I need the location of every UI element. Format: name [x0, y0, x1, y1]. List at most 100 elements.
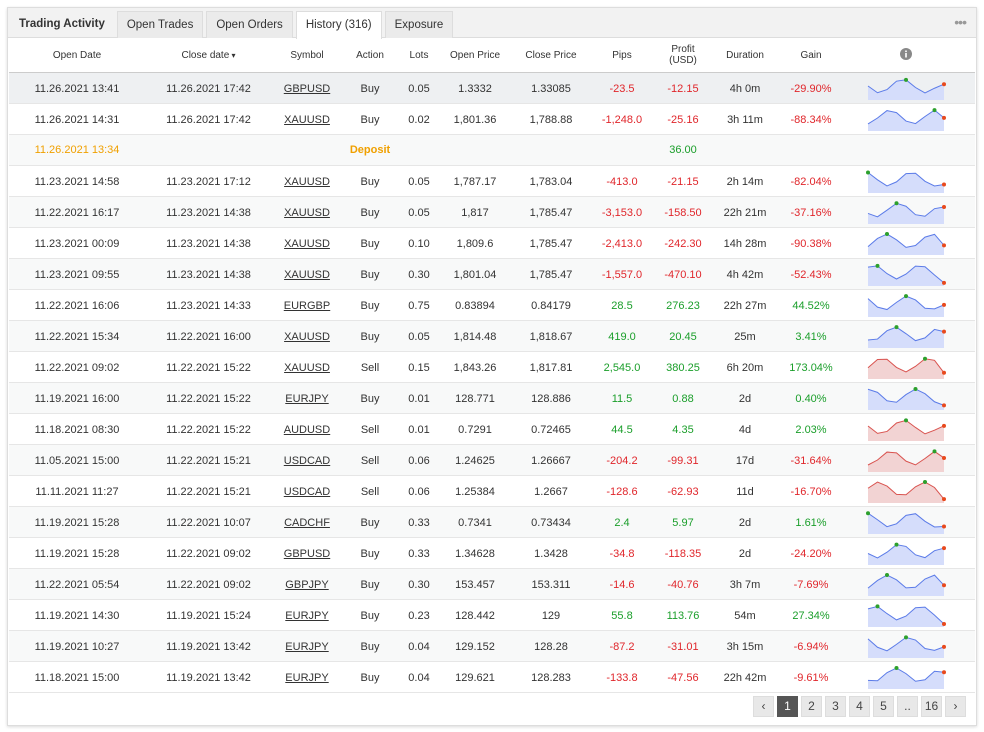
sparkline [867, 573, 946, 596]
page-button[interactable]: 2 [801, 696, 822, 717]
cell: -158.50 [664, 206, 702, 219]
cell: 0.33 [408, 516, 430, 529]
cell: -88.34% [790, 113, 832, 126]
cell: 1,817.81 [529, 361, 573, 374]
cell: -24.20% [790, 547, 832, 560]
tab-bar: Trading Activity Open Trades Open Orders Hi… [8, 8, 976, 39]
sort-arrow: ▾ [229, 50, 236, 60]
cell: -52.43% [790, 268, 832, 281]
cell: 11.23.2021 14:38 [166, 268, 251, 281]
cell: 2.4 [614, 516, 630, 529]
cell: 0.05 [408, 175, 430, 188]
cell: 1,788.88 [529, 113, 573, 126]
header-cell: Gain [800, 49, 822, 61]
sparkline-cell [846, 383, 966, 414]
cell: 0.30 [408, 578, 430, 591]
cell: 11.22.2021 09:02 [34, 361, 120, 374]
symbol-link[interactable]: AUDUSD [283, 423, 331, 436]
table-row: 11.23.2021 14:58 11.23.2021 17:12 XAUUSD Bu… [9, 166, 975, 197]
symbol-link[interactable]: GBPJPY [285, 578, 329, 591]
cell: 0.06 [408, 454, 430, 467]
cell: 0.02 [408, 113, 430, 126]
symbol-link[interactable]: CADCHF [284, 516, 330, 529]
cell: 4.35 [672, 423, 694, 436]
cell: 129 [541, 609, 561, 622]
page-button[interactable]: .. [897, 696, 918, 717]
cell: 11.26.2021 13:41 [34, 82, 120, 95]
page-button[interactable]: 4 [849, 696, 870, 717]
symbol-link[interactable]: XAUUSD [284, 175, 330, 188]
symbol-link[interactable]: EURGBP [283, 299, 331, 312]
cell: 0.83894 [455, 299, 495, 312]
cell: 1,785.47 [529, 268, 573, 281]
cell: 27.34% [792, 609, 830, 622]
page-button[interactable]: 1 [777, 696, 798, 717]
sparkline-cell [846, 166, 966, 197]
cell: 11.22.2021 15:22 [166, 423, 251, 436]
prev-page[interactable]: ‹ [753, 696, 774, 717]
cell: 0.01 [408, 392, 430, 405]
cell: Buy [360, 268, 380, 281]
cell: 11.22.2021 16:06 [34, 299, 120, 312]
cell: 0.04 [408, 640, 430, 653]
sparkline-cell [846, 569, 966, 600]
page-button[interactable]: 5 [873, 696, 894, 717]
cell: -23.5 [609, 82, 635, 95]
cell: 0.73434 [531, 516, 571, 529]
page-button[interactable]: 16 [921, 696, 942, 717]
cell: 0.7341 [458, 516, 492, 529]
cell: -1,248.0 [601, 113, 643, 126]
symbol-link[interactable]: XAUUSD [284, 330, 330, 343]
symbol-link[interactable]: EURJPY [285, 671, 329, 684]
tab[interactable]: Exposure [384, 11, 454, 38]
sparkline [867, 77, 946, 100]
cell: 1,818.67 [529, 330, 573, 343]
symbol-link[interactable]: GBPUSD [283, 82, 331, 95]
tab[interactable]: Open Trades [116, 11, 204, 38]
header-cell: Lots [409, 49, 429, 61]
menu-dots[interactable]: ••• [954, 14, 967, 30]
symbol-link[interactable]: XAUUSD [284, 113, 330, 126]
table-row: 11.22.2021 16:06 11.23.2021 14:33 EURGBP Bu… [9, 290, 975, 321]
cell: 128.442 [455, 609, 495, 622]
cell: 128.886 [531, 392, 571, 405]
cell: 11.19.2021 15:28 [34, 547, 120, 560]
cell: 11.22.2021 09:02 [166, 547, 251, 560]
symbol-link[interactable]: USDCAD [283, 454, 331, 467]
cell: 6h 20m [726, 361, 764, 374]
symbol-link[interactable]: EURJPY [285, 609, 329, 622]
sparkline-cell [846, 290, 966, 321]
cell: 11.19.2021 13:42 [166, 671, 251, 684]
cell: 0.30 [408, 268, 430, 281]
page-button[interactable]: 3 [825, 696, 846, 717]
cell: 11.19.2021 14:30 [34, 609, 120, 622]
cell: 11.22.2021 15:34 [34, 330, 120, 343]
cell: 11.5 [611, 392, 633, 405]
symbol-link[interactable]: XAUUSD [284, 206, 330, 219]
next-page[interactable]: › [945, 696, 966, 717]
sparkline-cell [846, 197, 966, 228]
symbol-link[interactable]: XAUUSD [284, 361, 330, 374]
header-cell[interactable]: Close date ▾ [181, 49, 236, 61]
symbol-link[interactable]: XAUUSD [284, 237, 330, 250]
cell: -128.6 [606, 485, 638, 498]
sparkline [867, 635, 946, 658]
symbol-link[interactable]: USDCAD [283, 485, 331, 498]
sparkline [867, 480, 946, 503]
cell: 2d [738, 547, 752, 560]
cell: -2,413.0 [601, 237, 643, 250]
sparkline [866, 511, 946, 534]
symbol-link[interactable]: EURJPY [285, 640, 329, 653]
sparkline-cell [846, 73, 966, 104]
cell: Buy [360, 206, 380, 219]
symbol-link[interactable]: XAUUSD [284, 268, 330, 281]
tab[interactable]: History (316) [295, 11, 382, 39]
symbol-link[interactable]: GBPUSD [283, 547, 331, 560]
cell: 28.5 [611, 299, 633, 312]
cell: 11.23.2021 17:12 [166, 175, 251, 188]
cell: 153.311 [531, 578, 571, 591]
table-row: 11.18.2021 08:30 11.22.2021 15:22 AUDUSD Se… [9, 414, 975, 445]
symbol-link[interactable]: EURJPY [285, 392, 329, 405]
tab[interactable]: Open Orders [206, 11, 293, 38]
cell: 11.22.2021 05:54 [34, 578, 120, 591]
